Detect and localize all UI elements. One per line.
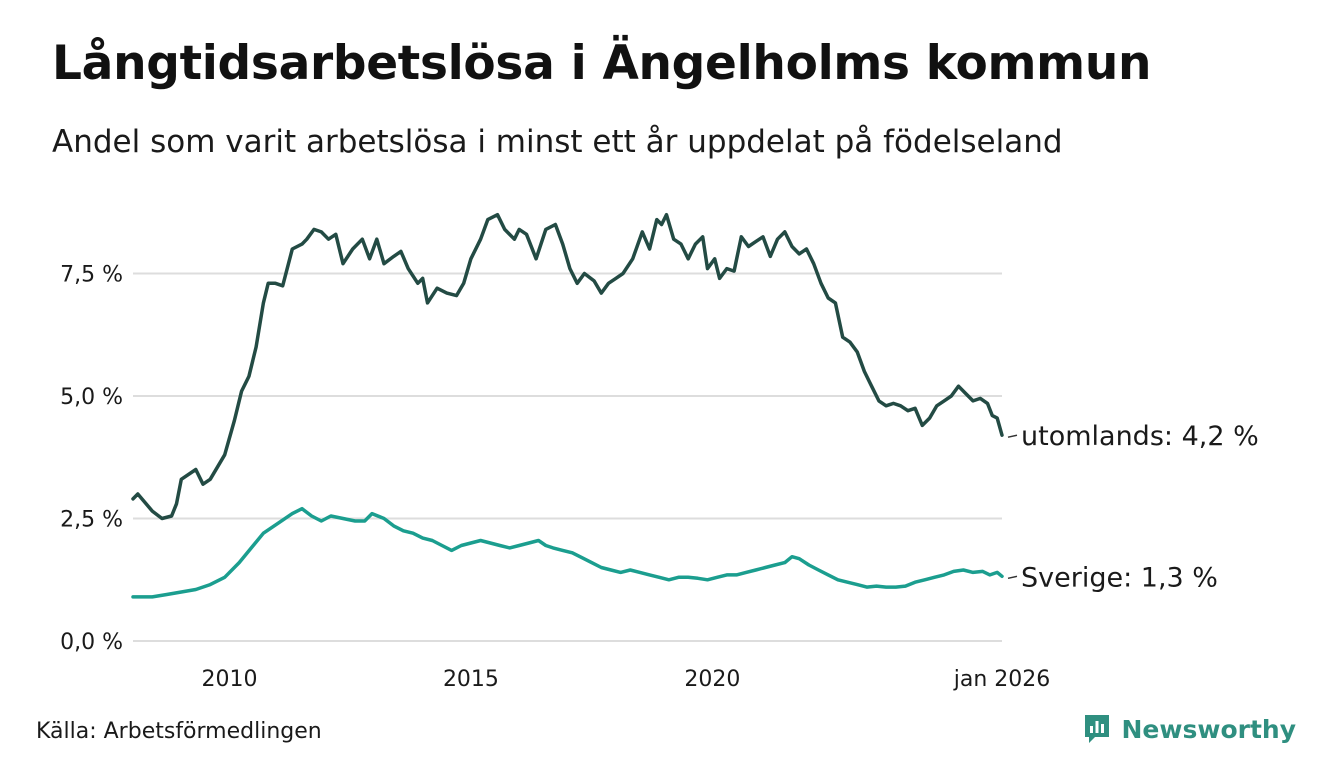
newsworthy-logo-icon — [1084, 715, 1109, 743]
series-lines — [131, 212, 1004, 599]
series-end-label-utomlands: utomlands: 4,2 % — [1021, 421, 1259, 452]
brand-name: Newsworthy — [1121, 714, 1297, 744]
x-axis-ticks: 2010 2015 2020 jan 2026 — [202, 667, 1051, 692]
y-tick-label: 2,5 % — [60, 508, 123, 533]
x-tick-label: 2015 — [443, 667, 499, 692]
series-label-connector — [1007, 434, 1018, 438]
source-note: Källa: Arbetsförmedlingen — [36, 719, 322, 744]
y-tick-label: 5,0 % — [60, 385, 123, 410]
series-line-sverige — [131, 506, 1004, 599]
y-tick-label: 7,5 % — [60, 263, 123, 288]
series-end-labels: utomlands: 4,2 % Sverige: 1,3 % — [1007, 421, 1259, 593]
chart-title: Långtidsarbetslösa i Ängelholms kommun — [52, 36, 1152, 91]
series-line-utomlands — [131, 212, 1004, 521]
y-axis-ticks: 0,0 % 2,5 % 5,0 % 7,5 % — [60, 263, 123, 656]
series-label-connector — [1007, 575, 1018, 580]
chart-subtitle: Andel som varit arbetslösa i minst ett å… — [52, 124, 1063, 160]
x-tick-label: 2020 — [684, 667, 740, 692]
gridlines — [133, 272, 1002, 642]
x-tick-label: jan 2026 — [953, 667, 1051, 692]
series-end-label-sverige: Sverige: 1,3 % — [1021, 562, 1218, 593]
brand-logo: Newsworthy — [1082, 712, 1297, 746]
y-tick-label: 0,0 % — [60, 630, 123, 655]
x-tick-label: 2010 — [202, 667, 258, 692]
